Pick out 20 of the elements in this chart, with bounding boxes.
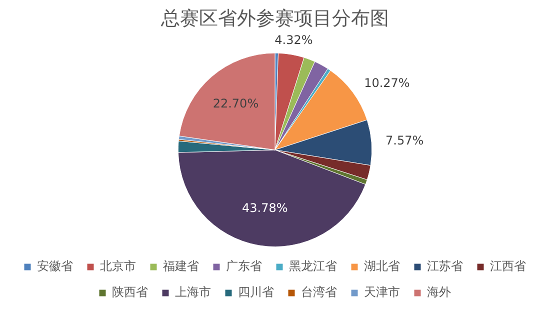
data-label: 43.78%	[242, 201, 288, 216]
legend-label: 湖北省	[364, 259, 400, 274]
data-label: 10.27%	[364, 76, 410, 90]
legend-label: 北京市	[100, 259, 136, 274]
legend-label: 陕西省	[112, 285, 148, 300]
legend-label: 四川省	[238, 285, 274, 300]
data-label: 4.32%	[274, 32, 313, 47]
legend-label: 海外	[427, 285, 451, 300]
chart-title: 总赛区省外参赛项目分布图	[160, 7, 389, 30]
legend-label: 上海市	[175, 285, 211, 300]
legend-label: 天津市	[364, 285, 400, 300]
legend-label: 安徽省	[37, 259, 73, 274]
legend-label: 福建省	[163, 259, 199, 274]
legend-label: 黑龙江省	[289, 259, 337, 274]
legend-label: 江西省	[490, 259, 526, 274]
legend-label: 广东省	[226, 259, 262, 274]
data-label: 22.70%	[212, 96, 259, 111]
legend-label: 台湾省	[301, 285, 337, 300]
data-label: 7.57%	[386, 134, 424, 148]
legend-label: 江苏省	[427, 259, 463, 274]
